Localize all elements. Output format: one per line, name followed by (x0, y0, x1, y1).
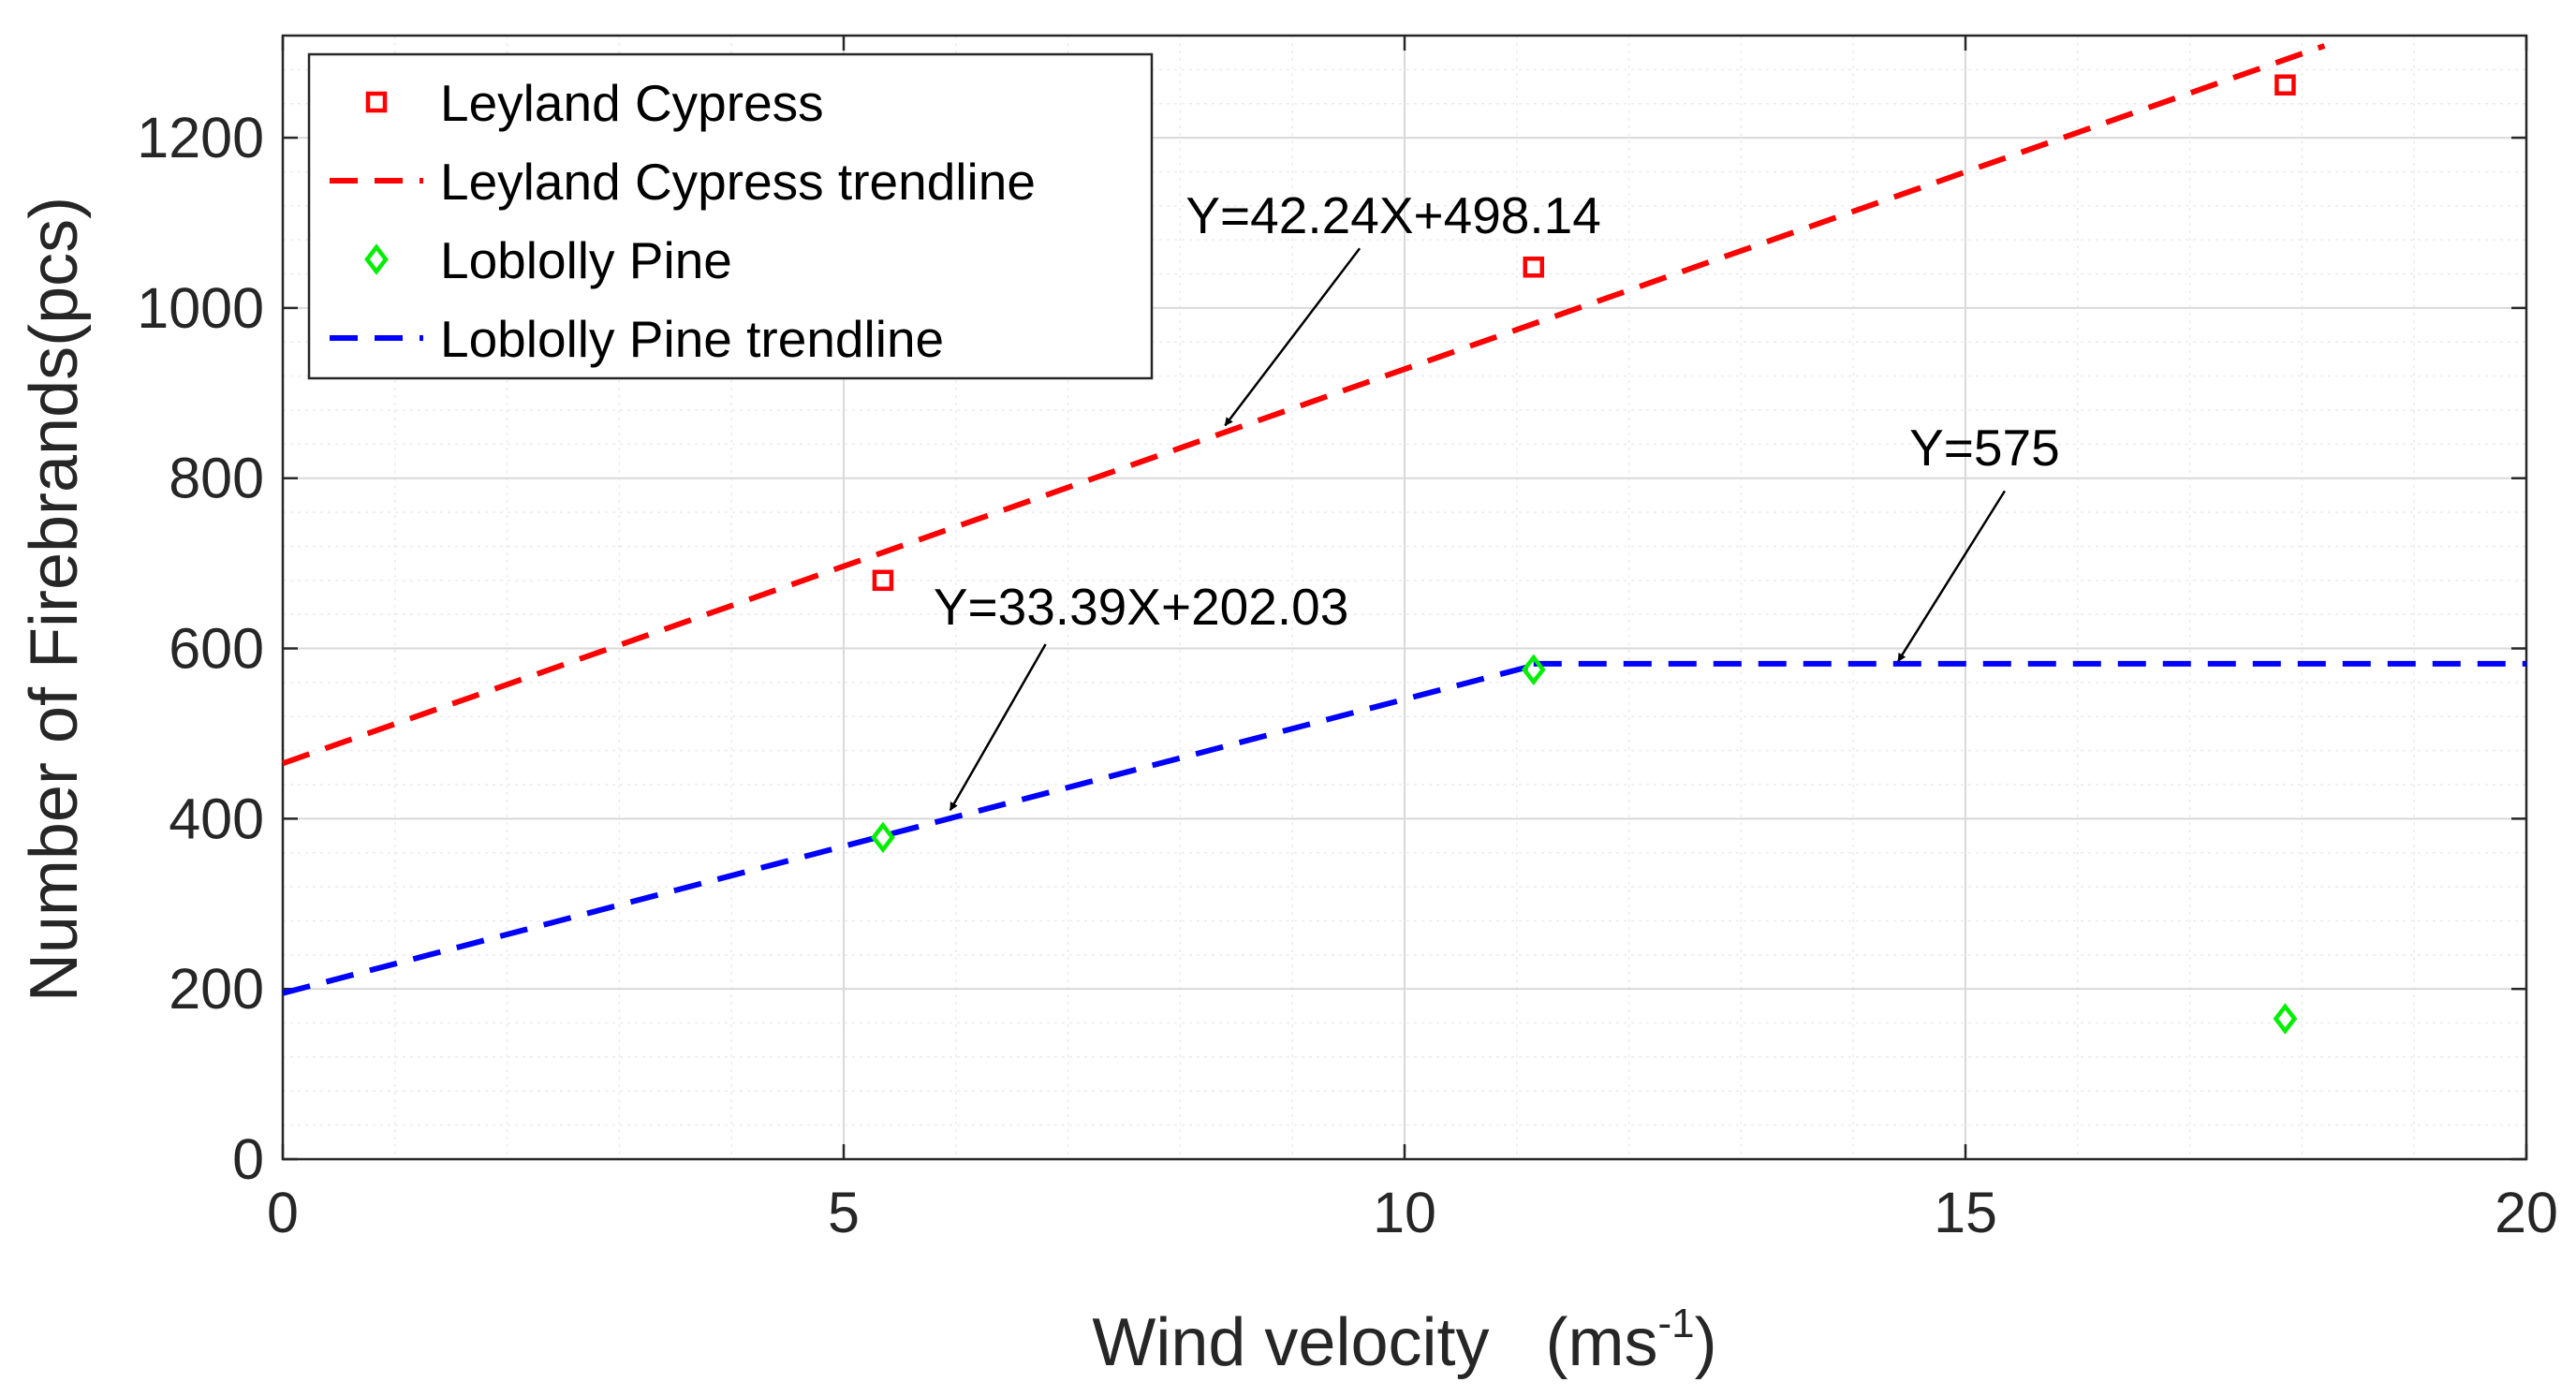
x-tick-label: 20 (2495, 1181, 2558, 1244)
annotation: Y=42.24X+498.14 (1185, 186, 1601, 427)
y-tick-label: 1000 (137, 276, 264, 340)
x-tick-label: 15 (1934, 1181, 1997, 1244)
legend: Leyland Cypress Leyland Cypress trendline… (307, 52, 1154, 380)
x-axis-title-unit-sup: -1 (1657, 1301, 1694, 1346)
legend-marker-square (365, 91, 388, 113)
series-leyland-cypress-trendline (282, 43, 2326, 767)
x-tick-label: 10 (1373, 1181, 1436, 1244)
y-tick-label: 1200 (137, 106, 264, 169)
annotation-arrow (949, 643, 1047, 812)
series-layer (282, 43, 2526, 1035)
legend-label: Loblolly Pine trendline (440, 310, 944, 368)
trendline-segment (282, 43, 2326, 767)
data-point-square (872, 569, 894, 592)
x-axis-title: Wind velocity (ms-1) (1092, 1301, 1716, 1380)
annotation-label: Y=33.39X+202.03 (934, 578, 1348, 636)
data-point-diamond (871, 821, 895, 854)
annotation-label: Y=42.24X+498.14 (1185, 186, 1600, 244)
series-loblolly-pine (871, 654, 2298, 1035)
series-leyland-cypress (872, 74, 2296, 592)
annotation-label: Y=575 (1909, 419, 2060, 477)
legend-item: Loblolly Pine trendline (330, 310, 944, 368)
legend-box (307, 52, 1154, 380)
data-point-square (2274, 74, 2296, 96)
annotations: Y=42.24X+498.14 Y=575 Y=33.39X+202.03 (934, 186, 2060, 812)
legend-label: Loblolly Pine (440, 231, 732, 289)
x-axis-title-unit: (ms (1546, 1305, 1658, 1380)
legend-item: Leyland Cypress trendline (330, 153, 1036, 211)
annotation: Y=575 (1897, 419, 2060, 662)
y-tick-label: 400 (169, 787, 264, 850)
y-axis-title: Number of Firebrands(pcs) (17, 197, 92, 1002)
legend-label: Leyland Cypress trendline (440, 153, 1036, 211)
legend-item: Loblolly Pine (364, 231, 732, 289)
x-axis-title-main: Wind velocity (1092, 1305, 1489, 1380)
series-loblolly-pine-trendline (282, 660, 2526, 996)
y-tick-label: 800 (169, 447, 264, 510)
data-point-square (1523, 257, 1545, 278)
legend-label: Leyland Cypress (440, 74, 824, 132)
annotation: Y=33.39X+202.03 (934, 578, 1348, 812)
y-tick-label: 0 (232, 1127, 264, 1191)
x-tick-label: 5 (828, 1181, 860, 1244)
annotation-arrow (1897, 490, 2006, 662)
x-tick-label: 0 (267, 1181, 299, 1244)
data-point-diamond (2273, 1003, 2298, 1035)
legend-item: Leyland Cypress (365, 74, 824, 132)
y-tick-label: 600 (169, 617, 264, 681)
y-tick-label: 200 (169, 957, 264, 1021)
x-axis-title-unit-close: ) (1695, 1305, 1717, 1380)
legend-marker-diamond (364, 243, 389, 275)
annotation-arrow (1224, 247, 1362, 427)
axis-ticks (281, 36, 2528, 1161)
trendline-segment (282, 662, 1535, 996)
data-point-diamond (1521, 654, 1546, 685)
